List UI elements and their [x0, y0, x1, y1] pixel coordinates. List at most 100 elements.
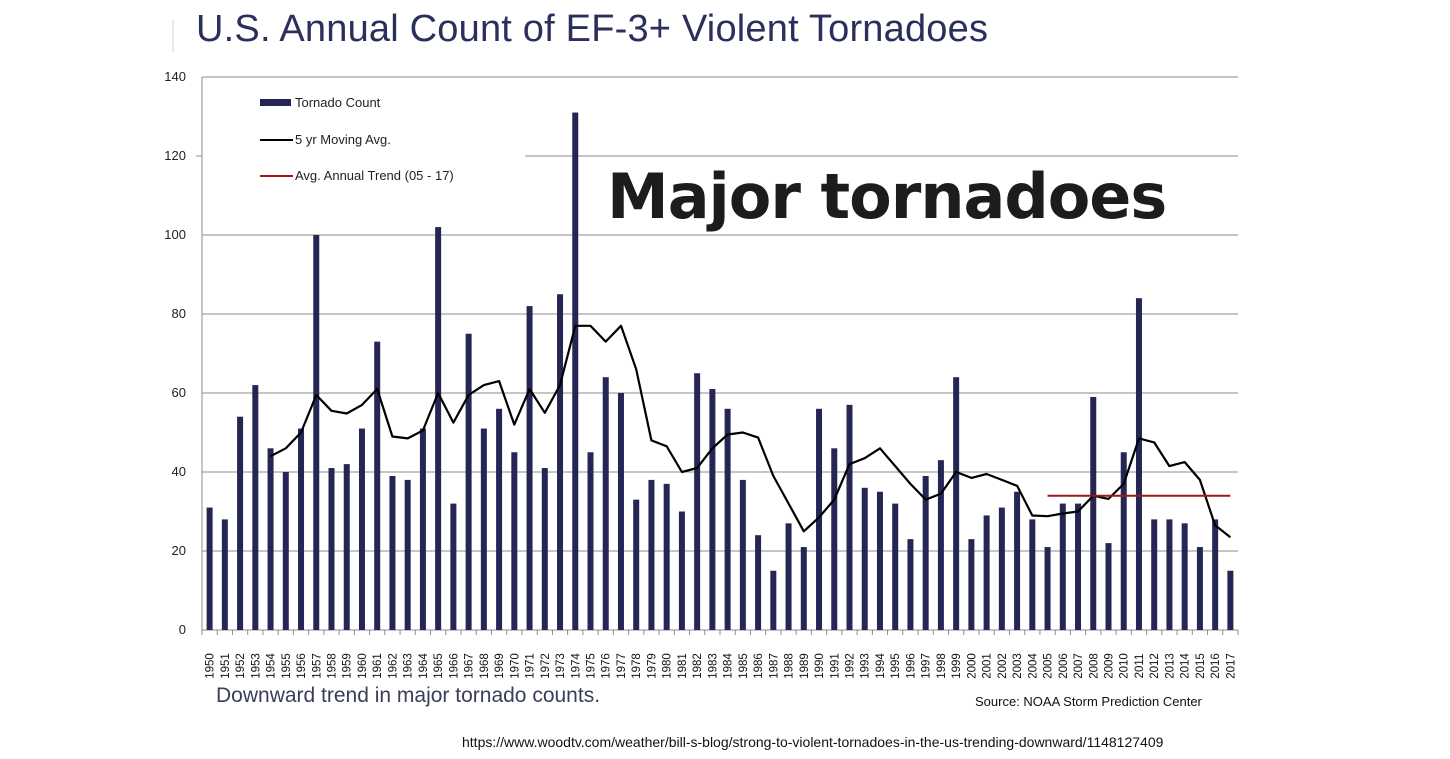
bar — [1181, 523, 1188, 630]
bar — [267, 448, 274, 630]
bar — [922, 475, 929, 630]
x-tick-label: 1995 — [890, 653, 902, 679]
x-tick-label: 1964 — [418, 653, 430, 679]
x-tick-label: 1999 — [951, 653, 963, 679]
x-tick-label: 2006 — [1058, 653, 1070, 679]
x-tick-label: 1979 — [646, 653, 658, 679]
bar — [557, 294, 564, 630]
bar — [343, 464, 350, 630]
bar — [648, 479, 655, 630]
x-tick-label: 1969 — [494, 653, 506, 679]
bar — [1044, 547, 1051, 630]
source-url[interactable]: https://www.woodtv.com/weather/bill-s-bl… — [462, 734, 1164, 750]
x-tick-label: 1982 — [692, 653, 704, 679]
y-tick-label: 140 — [164, 69, 186, 84]
bar — [800, 547, 807, 630]
bar — [282, 472, 289, 630]
x-tick-label: 2007 — [1073, 653, 1085, 679]
bar — [1029, 519, 1036, 630]
legend-label-moving-avg: 5 yr Moving Avg. — [295, 132, 391, 147]
legend: Tornado Count 5 yr Moving Avg. Avg. Annual… — [260, 95, 454, 183]
x-tick-label: 1973 — [555, 653, 567, 679]
bar — [602, 377, 609, 630]
bar — [419, 428, 426, 630]
x-tick-label: 2015 — [1195, 653, 1207, 679]
bar — [221, 519, 228, 630]
x-tick-label: 2016 — [1210, 653, 1222, 679]
bar — [480, 428, 487, 630]
bar — [953, 377, 960, 630]
bar — [541, 468, 548, 630]
x-tick-label: 1989 — [799, 653, 811, 679]
x-tick-label: 1955 — [281, 653, 293, 679]
bar — [298, 428, 305, 630]
x-tick-label: 1953 — [250, 653, 262, 679]
bar — [1151, 519, 1158, 630]
x-tick-label: 1984 — [723, 653, 735, 679]
x-tick-label: 1998 — [936, 653, 948, 679]
y-tick-label: 120 — [164, 148, 186, 163]
bar — [998, 507, 1005, 630]
x-tick-label: 2017 — [1225, 653, 1237, 679]
x-tick-label: 2001 — [982, 653, 994, 679]
bar — [876, 491, 883, 630]
bar — [404, 479, 411, 630]
title-accent — [172, 20, 174, 52]
bar — [572, 112, 579, 631]
bar — [831, 448, 838, 630]
bar — [907, 539, 914, 630]
bar — [892, 503, 899, 630]
x-tick-label: 1976 — [601, 653, 613, 679]
bar — [374, 341, 381, 630]
bar — [1227, 570, 1234, 630]
x-axis-ticks: 1950 1951 1952 1953 1954 1955 1956 1957 1958 1959… — [201, 630, 1239, 679]
bar — [1196, 547, 1203, 630]
x-tick-label: 2013 — [1164, 653, 1176, 679]
bar — [846, 404, 853, 630]
bar — [1105, 543, 1112, 630]
legend-swatch-tornado-count — [260, 99, 291, 106]
x-tick-label: 2000 — [966, 653, 978, 679]
x-tick-label: 2004 — [1027, 653, 1039, 679]
legend-label-tornado-count: Tornado Count — [295, 95, 381, 110]
moving-average-line — [270, 324, 1232, 539]
x-tick-label: 1993 — [860, 653, 872, 679]
x-tick-label: 2002 — [997, 653, 1009, 679]
x-tick-label: 1966 — [448, 653, 460, 679]
source-note: Source: NOAA Storm Prediction Center — [975, 694, 1202, 709]
bar — [633, 499, 640, 630]
bar — [663, 483, 670, 630]
bar — [1014, 491, 1021, 630]
x-tick-label: 1986 — [753, 653, 765, 679]
bar — [313, 235, 320, 630]
y-tick-label: 80 — [172, 306, 186, 321]
x-tick-label: 1971 — [525, 653, 537, 679]
y-tick-label: 0 — [179, 622, 186, 637]
x-tick-label: 1972 — [540, 653, 552, 679]
chart-title: U.S. Annual Count of EF-3+ Violent Torna… — [196, 8, 989, 50]
overlay-label: Major tornadoes — [607, 160, 1167, 233]
x-tick-label: 1980 — [662, 653, 674, 679]
x-tick-label: 1960 — [357, 653, 369, 679]
x-tick-label: 2014 — [1180, 653, 1192, 679]
bar — [389, 475, 396, 630]
bar — [816, 408, 823, 630]
x-tick-label: 1992 — [845, 653, 857, 679]
y-tick-label: 100 — [164, 227, 186, 242]
legend-label-trend: Avg. Annual Trend (05 - 17) — [295, 168, 454, 183]
x-tick-label: 1950 — [205, 653, 217, 679]
bar — [755, 535, 762, 630]
x-tick-label: 1985 — [738, 653, 750, 679]
x-tick-label: 1963 — [403, 653, 415, 679]
x-tick-label: 1997 — [921, 653, 933, 679]
bar — [937, 460, 944, 630]
x-tick-label: 1970 — [509, 653, 521, 679]
bar — [206, 507, 213, 630]
bar — [1166, 519, 1173, 630]
bars — [206, 112, 1234, 631]
x-tick-label: 2005 — [1043, 653, 1055, 679]
chart-subtitle: Downward trend in major tornado counts. — [216, 684, 601, 707]
x-tick-label: 1988 — [784, 653, 796, 679]
bar — [968, 539, 975, 630]
